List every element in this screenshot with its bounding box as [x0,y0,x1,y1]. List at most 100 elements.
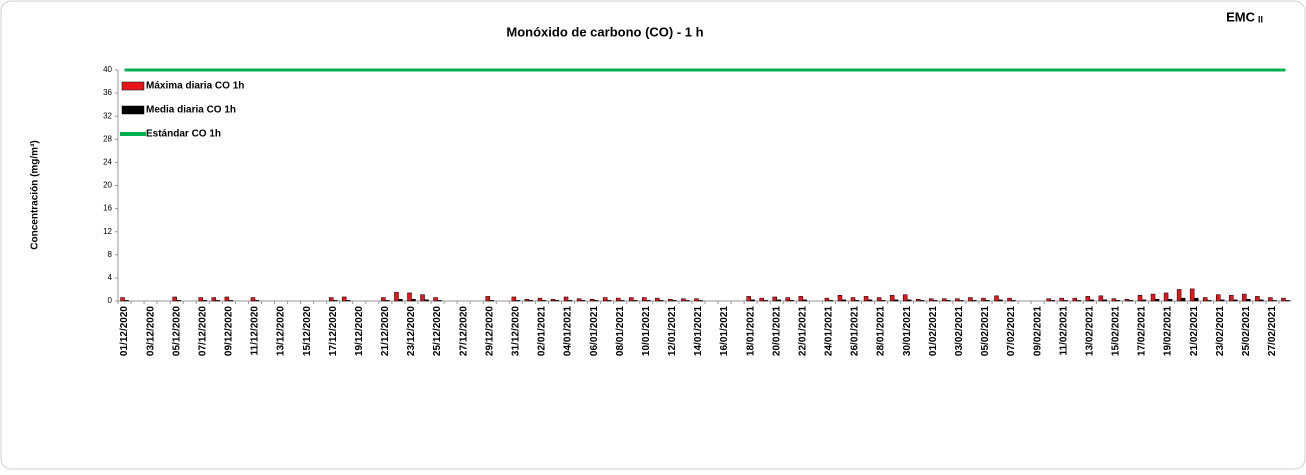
x-tick-label: 13/02/2021 [1084,306,1095,356]
bar [750,299,755,302]
bar [1150,293,1156,302]
bar [485,296,491,302]
bar [902,294,908,302]
bar [746,296,751,302]
x-tick-label: 02/01/2021 [537,306,548,356]
bar [867,299,873,302]
bar [994,295,999,302]
x-tick-label: 22/01/2021 [797,306,808,356]
bar [968,297,973,302]
bar [215,300,221,302]
bar [876,297,882,302]
bar [1272,300,1277,302]
bar [1268,297,1273,302]
bar [789,300,795,302]
bar [563,296,569,302]
bar [489,300,495,302]
bar [1011,300,1016,302]
bar [1154,299,1160,302]
y-tick-label: 24 [103,158,112,167]
bar [828,300,834,302]
y-axis-label: Concentración (mg/m³) [30,140,41,249]
bar [1076,300,1082,302]
bar [955,298,960,302]
bar [972,300,977,302]
bar [1050,300,1055,302]
bar [1115,300,1121,302]
x-tick-label: 17/12/2020 [328,306,339,356]
bar [1259,299,1264,302]
bar [759,297,764,302]
bar [798,296,804,302]
y-tick-label: 4 [108,273,113,282]
bar [528,300,534,302]
x-tick-label: 15/12/2020 [302,306,313,356]
bar [698,300,703,302]
bar [959,300,964,302]
bar [411,299,416,302]
x-tick-label: 03/02/2021 [954,306,965,356]
bar [772,296,777,302]
x-tick-label: 13/12/2020 [276,306,287,356]
bar [346,300,351,302]
x-tick-label: 14/01/2021 [693,306,704,356]
bar [1102,299,1108,302]
x-tick-label: 08/01/2021 [615,306,626,356]
bar [1216,294,1221,302]
bar [694,298,699,302]
bar [1176,289,1182,302]
bar [541,300,547,302]
bar [837,294,843,302]
bar [1255,296,1260,302]
legend-label: Estándar CO 1h [146,129,221,140]
bar [1189,288,1195,302]
bar [602,297,608,302]
bar [394,292,399,302]
bar [407,292,412,302]
x-tick-label: 17/02/2021 [1137,306,1148,356]
bar [1167,299,1173,302]
bar [1246,299,1251,302]
x-tick-label: 27/02/2021 [1267,306,1278,356]
bar [802,299,808,302]
bar [889,294,895,302]
bar [824,297,830,302]
bar [1046,298,1051,302]
x-tick-label: 11/12/2020 [250,306,261,356]
bar [893,299,899,302]
bar [1111,298,1117,302]
x-tick-label: 27/12/2020 [458,306,469,356]
bar [606,300,612,302]
x-tick-label: 05/12/2020 [171,306,182,356]
bar [946,300,951,302]
bar [668,299,673,302]
x-tick-label: 29/12/2020 [484,306,495,356]
bar [841,299,847,302]
bar [998,299,1003,302]
bar [433,297,438,302]
bar [763,300,768,302]
bar [850,297,856,302]
bar [880,300,886,302]
bar [685,300,690,302]
y-tick-label: 0 [108,296,113,305]
bar [1281,297,1286,302]
bar [919,300,925,302]
y-tick-label: 12 [103,227,112,236]
bar [1124,299,1130,302]
bar [567,300,573,302]
bar [1128,300,1134,302]
legend-swatch [121,81,145,91]
x-tick-label: 30/01/2021 [902,306,913,356]
bar [224,296,230,302]
x-tick-label: 01/02/2021 [928,306,939,356]
x-tick-label: 23/02/2021 [1215,306,1226,356]
bar [642,297,647,302]
bar [619,300,625,302]
legend-label: Media diaria CO 1h [146,105,236,116]
bar [576,298,582,302]
x-tick-label: 16/01/2021 [719,306,730,356]
bar [1098,295,1104,302]
